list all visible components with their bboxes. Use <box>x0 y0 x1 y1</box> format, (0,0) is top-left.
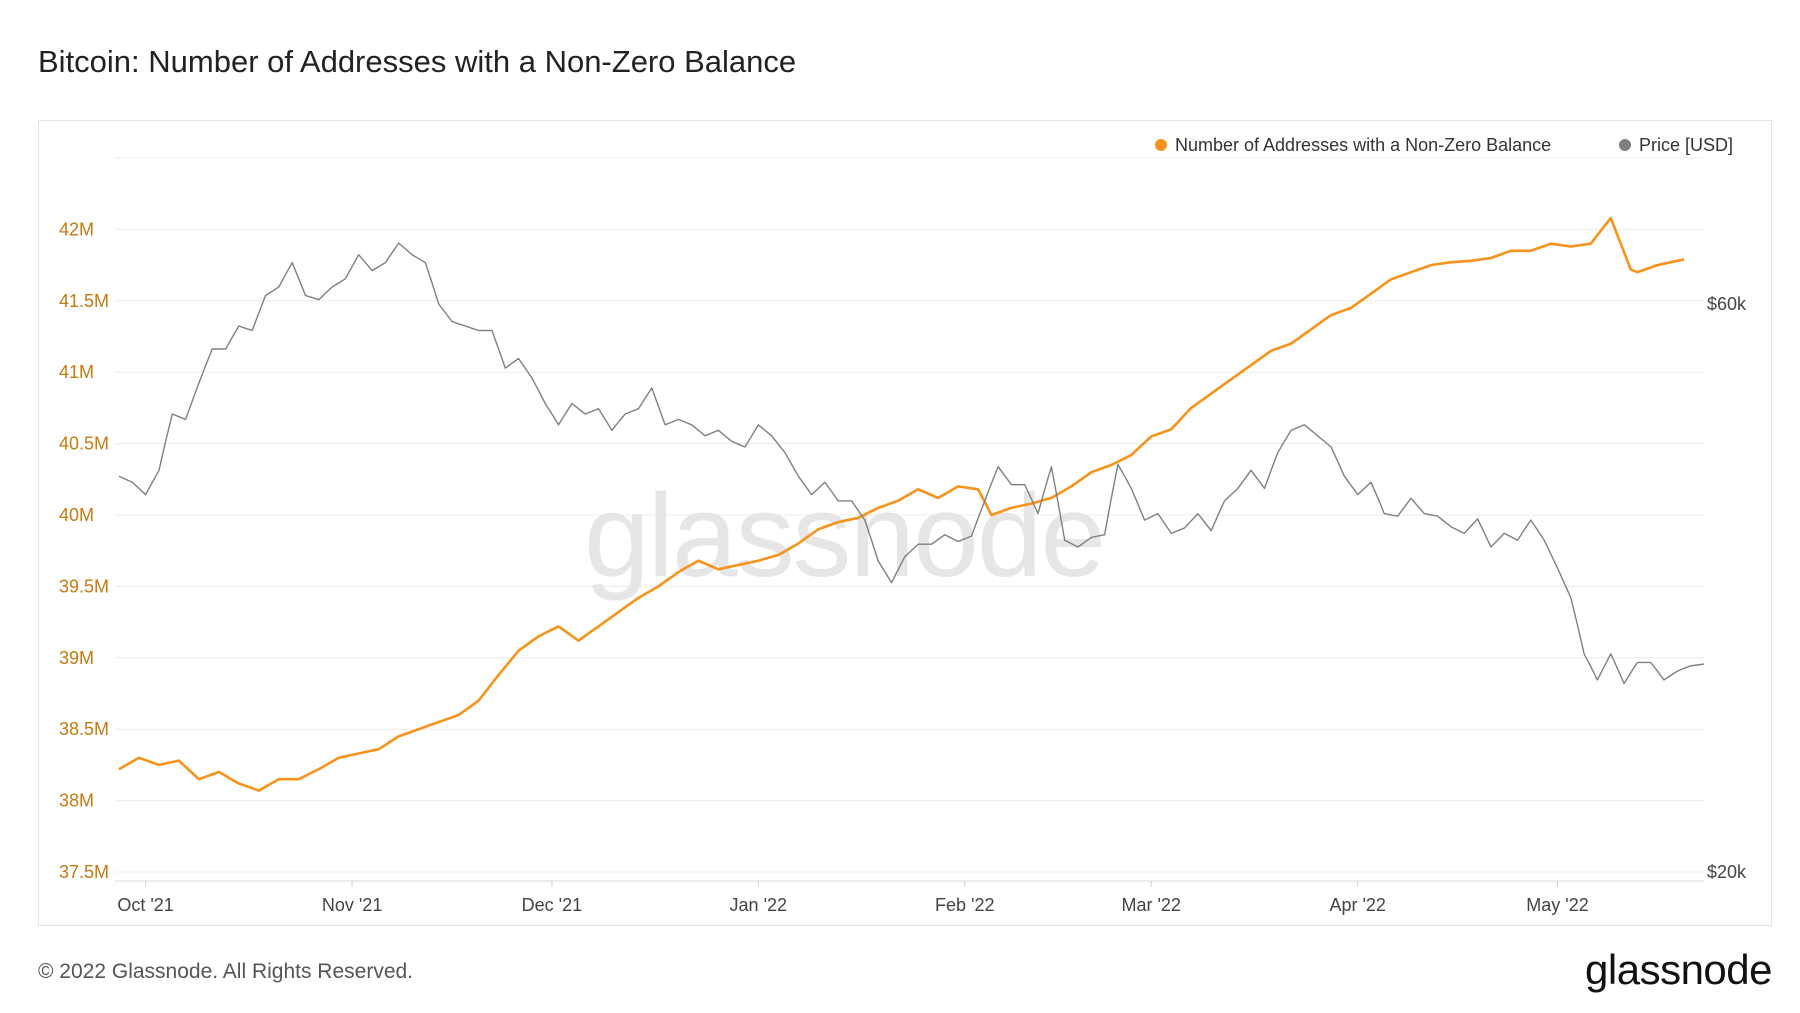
legend-label-addresses: Number of Addresses with a Non-Zero Bala… <box>1175 135 1551 155</box>
addresses-series-line <box>118 216 1685 792</box>
x-axis-tick-label: May '22 <box>1526 895 1588 915</box>
watermark-text: glassnode <box>584 470 1104 602</box>
left-axis-tick-label: 39.5M <box>59 576 109 596</box>
left-axis-tick-label: 41.5M <box>59 291 109 311</box>
left-axis-tick-label: 38.5M <box>59 719 109 739</box>
chart-svg: 42M 41.5M 41M 40.5M 40M 39.5M 39M 38.5M 38M 37.5M… <box>59 135 1747 915</box>
x-axis-tick-label: Dec '21 <box>522 895 582 915</box>
legend-swatch-price <box>1619 139 1631 151</box>
glassnode-logo[interactable]: glassnode <box>1585 946 1772 993</box>
x-axis-tick-label: Apr '22 <box>1329 895 1385 915</box>
left-axis-tick-label: 42M <box>59 219 94 239</box>
x-axis-tick-label: Feb '22 <box>935 895 994 915</box>
left-axis-tick-label: 40.5M <box>59 434 109 454</box>
left-axis-tick-label: 40M <box>59 505 94 525</box>
chart-frame: 42M 41.5M 41M 40.5M 40M 39.5M 39M 38.5M 38M 37.5M… <box>38 120 1772 926</box>
x-axis-tick-label: Nov '21 <box>322 895 382 915</box>
price-series-line <box>118 242 1705 685</box>
chart-title: Bitcoin: Number of Addresses with a Non-… <box>38 44 797 79</box>
left-axis-tick-label: 41M <box>59 362 94 382</box>
right-axis-tick-label: $20k <box>1707 862 1747 882</box>
copyright-text: © 2022 Glassnode. All Rights Reserved. <box>38 960 414 983</box>
x-axis-tick-label: Mar '22 <box>1121 895 1180 915</box>
left-axis-tick-label: 39M <box>59 648 94 668</box>
legend-swatch-addresses <box>1155 139 1167 151</box>
left-axis-tick-label: 37.5M <box>59 862 109 882</box>
right-axis-tick-label: $60k <box>1707 294 1747 314</box>
x-axis-tick-label: Oct '21 <box>117 895 173 915</box>
x-axis-tick-label: Jan '22 <box>730 895 787 915</box>
legend-label-price: Price [USD] <box>1639 135 1733 155</box>
left-axis-tick-label: 38M <box>59 791 94 811</box>
